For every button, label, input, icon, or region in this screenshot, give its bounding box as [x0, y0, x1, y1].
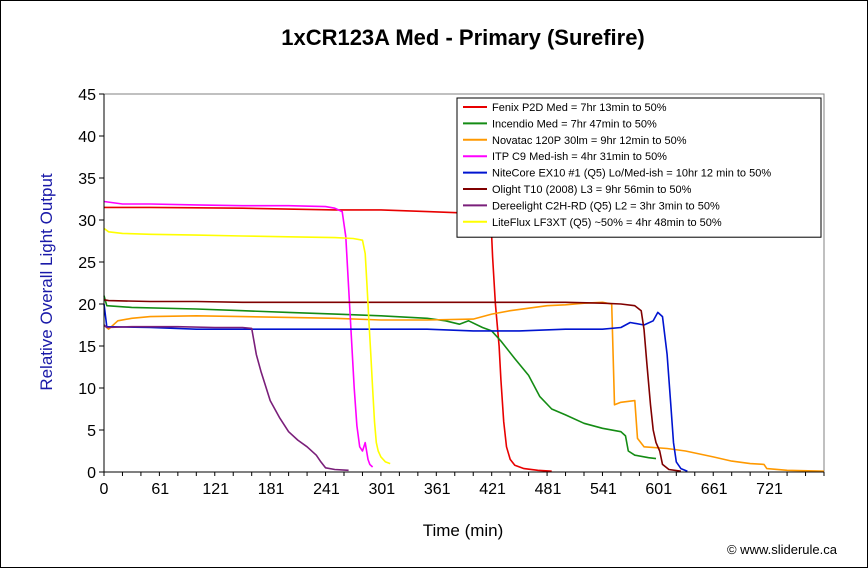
y-tick-label: 20 — [78, 297, 96, 314]
x-tick-label: 481 — [535, 481, 562, 498]
chart-title: 1xCR123A Med - Primary (Surefire) — [281, 25, 645, 50]
legend-entry: Olight T10 (2008) L3 = 9hr 56min to 50% — [492, 184, 692, 196]
y-tick-label: 25 — [78, 255, 96, 272]
x-tick-label: 541 — [590, 481, 617, 498]
x-tick-label: 181 — [258, 481, 285, 498]
series-line-1 — [104, 206, 552, 472]
series-line-3 — [103, 301, 825, 472]
series-line-6 — [103, 299, 682, 472]
y-tick-label: 35 — [78, 171, 96, 188]
legend-entry: Novatac 120P 30lm = 9hr 12min to 50% — [492, 135, 687, 147]
y-tick-label: 0 — [87, 465, 96, 482]
y-tick-label: 15 — [78, 339, 96, 356]
legend: Fenix P2D Med = 7hr 13min to 50% Incendio… — [456, 97, 822, 238]
x-tick-label: 61 — [151, 481, 169, 498]
x-tick-label: 241 — [313, 481, 340, 498]
legend-entry: NiteCore EX10 #1 (Q5) Lo/Med-ish = 10hr … — [492, 168, 771, 180]
legend-entry: LiteFlux LF3XT (Q5) ~50% = 4hr 48min to … — [492, 217, 722, 229]
series-line-8 — [103, 227, 391, 465]
x-tick-label: 0 — [100, 481, 109, 498]
y-tick-label: 5 — [87, 423, 96, 440]
y-tick-label: 10 — [78, 381, 96, 398]
legend-entry: ITP C9 Med-ish = 4hr 31min to 50% — [492, 151, 667, 163]
x-tick-label: 661 — [701, 481, 728, 498]
y-tick-label: 45 — [78, 87, 96, 104]
y-tick-label: 30 — [78, 213, 96, 230]
x-tick-label: 301 — [368, 481, 395, 498]
x-tick-label: 361 — [424, 481, 451, 498]
legend-box — [456, 97, 822, 238]
legend-entry: Dereelight C2H-RD (Q5) L2 = 3hr 3min to … — [492, 200, 720, 212]
axes-layer: 0 5 10 15 20 25 30 35 40 45 0 61 121 181 241 301 361 421 4… — [78, 87, 825, 498]
x-tick-label: 121 — [202, 481, 229, 498]
copyright-notice: © www.sliderule.ca — [727, 542, 838, 557]
x-tick-label: 421 — [479, 481, 506, 498]
series-line-5 — [103, 303, 688, 472]
series-layer — [103, 200, 825, 472]
legend-entry: Incendio Med = 7hr 47min to 50% — [492, 118, 657, 130]
y-tick-label: 40 — [78, 129, 96, 146]
y-axis-label: Relative Overall Light Output — [37, 173, 56, 391]
x-axis-label: Time (min) — [423, 521, 504, 540]
x-tick-label: 601 — [645, 481, 672, 498]
series-line-2 — [103, 295, 657, 460]
series-line-4 — [103, 200, 374, 468]
series-line-7 — [103, 324, 349, 472]
x-tick-label: 721 — [756, 481, 783, 498]
legend-entry: Fenix P2D Med = 7hr 13min to 50% — [492, 102, 667, 114]
